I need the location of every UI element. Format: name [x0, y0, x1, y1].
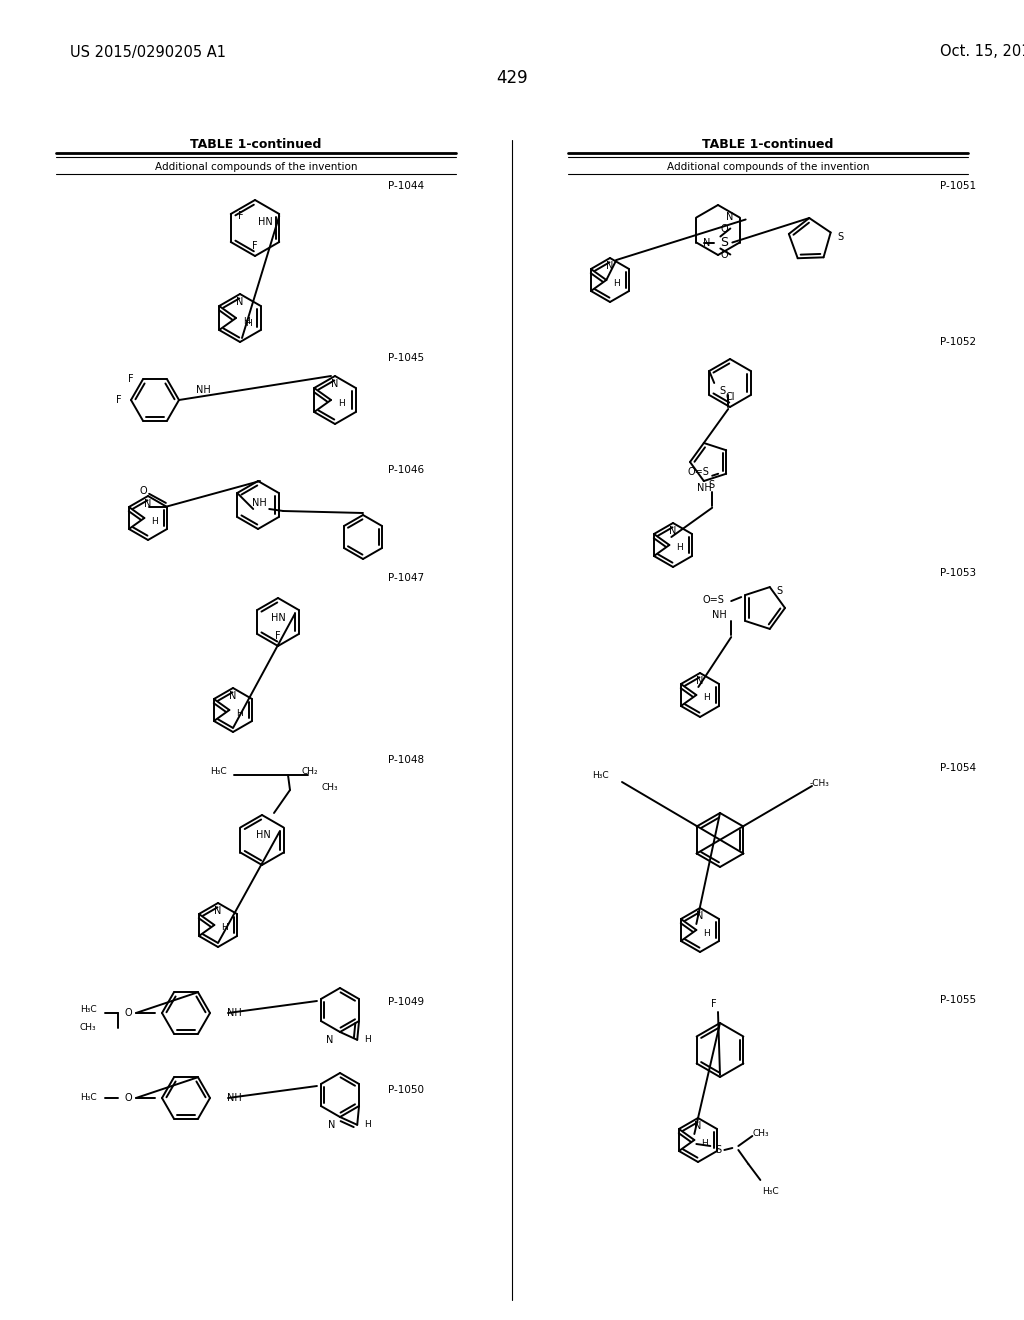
- Text: HN: HN: [256, 830, 271, 841]
- Text: N: N: [237, 297, 244, 308]
- Text: H₃C: H₃C: [80, 1093, 96, 1102]
- Text: H: H: [151, 516, 158, 525]
- Text: H: H: [613, 279, 620, 288]
- Text: US 2015/0290205 A1: US 2015/0290205 A1: [70, 45, 226, 59]
- Text: N: N: [694, 1121, 701, 1131]
- Text: S: S: [838, 232, 844, 243]
- Text: H: H: [245, 318, 251, 327]
- Text: P-1055: P-1055: [940, 995, 976, 1005]
- Text: H₃C: H₃C: [210, 767, 226, 776]
- Text: H: H: [676, 544, 683, 553]
- Text: P-1044: P-1044: [388, 181, 424, 191]
- Text: H: H: [221, 924, 227, 932]
- Text: NH: NH: [712, 610, 727, 620]
- Text: HN: HN: [271, 612, 286, 623]
- Text: N: N: [696, 676, 703, 686]
- Text: TABLE 1-continued: TABLE 1-continued: [702, 139, 834, 152]
- Text: Additional compounds of the invention: Additional compounds of the invention: [155, 162, 357, 172]
- Text: P-1051: P-1051: [940, 181, 976, 191]
- Text: O=S: O=S: [687, 467, 709, 477]
- Text: P-1052: P-1052: [940, 337, 976, 347]
- Text: F: F: [712, 999, 717, 1008]
- Text: N: N: [726, 213, 733, 223]
- Text: H: H: [364, 1035, 371, 1044]
- Text: H₃C: H₃C: [762, 1188, 778, 1196]
- Text: F: F: [238, 211, 244, 220]
- Text: O: O: [124, 1008, 132, 1018]
- Text: H: H: [702, 928, 710, 937]
- Text: N: N: [670, 525, 677, 536]
- Text: HN: HN: [258, 216, 272, 227]
- Text: NH: NH: [226, 1008, 242, 1018]
- Text: H: H: [364, 1121, 371, 1130]
- Text: N: N: [702, 238, 710, 248]
- Text: H: H: [701, 1138, 708, 1147]
- Text: N: N: [329, 1119, 336, 1130]
- Text: NH: NH: [696, 483, 712, 492]
- Text: P-1049: P-1049: [388, 997, 424, 1007]
- Text: F: F: [275, 631, 281, 642]
- Text: S: S: [720, 236, 728, 249]
- Text: P-1054: P-1054: [940, 763, 976, 774]
- Text: N: N: [144, 499, 152, 510]
- Text: F: F: [252, 242, 258, 251]
- Text: N: N: [606, 261, 613, 271]
- Text: CH₂: CH₂: [302, 767, 318, 776]
- Text: NH: NH: [252, 498, 266, 508]
- Text: O: O: [124, 1093, 132, 1104]
- Text: NH: NH: [226, 1093, 242, 1104]
- Text: H₃C: H₃C: [80, 1005, 96, 1014]
- Text: H: H: [338, 399, 344, 408]
- Text: S: S: [777, 586, 783, 597]
- Text: N: N: [332, 379, 339, 389]
- Text: H: H: [702, 693, 710, 702]
- Text: N: N: [696, 911, 703, 921]
- Text: S: S: [719, 385, 725, 396]
- Text: CH₃: CH₃: [752, 1130, 769, 1138]
- Text: NH: NH: [196, 384, 210, 395]
- Text: O: O: [721, 223, 728, 234]
- Text: CH₃: CH₃: [322, 783, 338, 792]
- Text: -CH₃: -CH₃: [810, 780, 829, 788]
- Text: H: H: [243, 317, 250, 326]
- Text: N: N: [229, 690, 237, 701]
- Text: CH₃: CH₃: [80, 1023, 96, 1032]
- Text: Additional compounds of the invention: Additional compounds of the invention: [667, 162, 869, 172]
- Text: S: S: [716, 1144, 722, 1155]
- Text: P-1045: P-1045: [388, 352, 424, 363]
- Text: F: F: [116, 395, 122, 405]
- Text: P-1046: P-1046: [388, 465, 424, 475]
- Text: O=S: O=S: [702, 595, 724, 605]
- Text: F: F: [128, 374, 134, 384]
- Text: H: H: [236, 709, 243, 718]
- Text: Cl: Cl: [725, 392, 735, 403]
- Text: P-1048: P-1048: [388, 755, 424, 766]
- Text: 429: 429: [497, 69, 527, 87]
- Text: N: N: [214, 906, 221, 916]
- Text: O: O: [139, 486, 146, 496]
- Text: N: N: [327, 1035, 334, 1045]
- Text: P-1053: P-1053: [940, 568, 976, 578]
- Text: H₃C: H₃C: [592, 771, 608, 780]
- Text: P-1050: P-1050: [388, 1085, 424, 1096]
- Text: P-1047: P-1047: [388, 573, 424, 583]
- Text: TABLE 1-continued: TABLE 1-continued: [190, 139, 322, 152]
- Text: O: O: [721, 249, 728, 260]
- Text: S: S: [709, 480, 715, 490]
- Text: Oct. 15, 2015: Oct. 15, 2015: [940, 45, 1024, 59]
